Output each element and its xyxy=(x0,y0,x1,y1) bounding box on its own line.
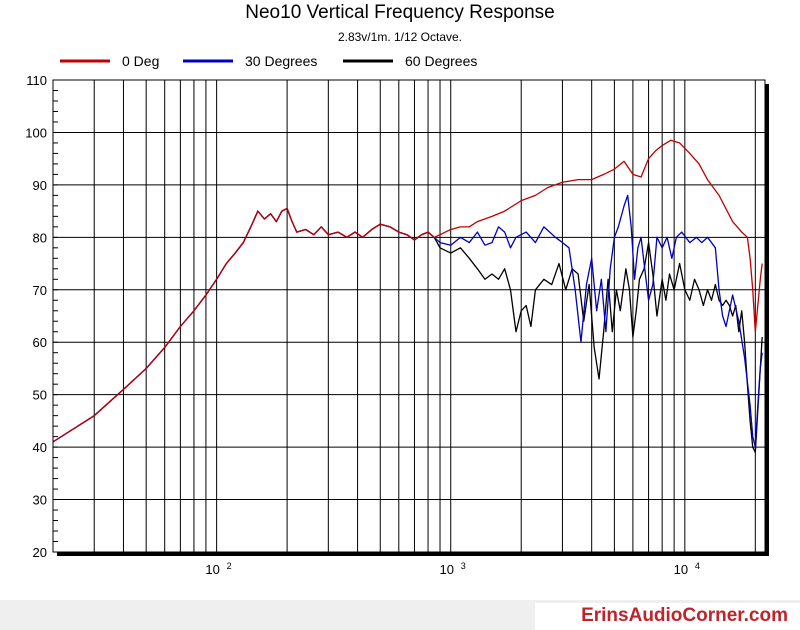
x-tick-label: 10 xyxy=(674,562,688,577)
y-tick-label: 20 xyxy=(33,545,47,560)
frequency-response-chart: 20 30 40 50 60 70 80 90 100 110 10 2 10 3 10 4 0 Deg 30 … xyxy=(25,53,769,577)
x-tick-label: 10 xyxy=(440,562,454,577)
y-tick-label: 90 xyxy=(33,178,47,193)
chart-title: Neo10 Vertical Frequency Response xyxy=(245,2,555,23)
y-tick-label: 40 xyxy=(33,440,47,455)
x-tick-exponent: 3 xyxy=(461,561,466,571)
series-layer xyxy=(52,139,763,454)
plot-frame xyxy=(52,79,766,553)
x-tick-label: 10 xyxy=(205,562,219,577)
y-tick-label: 50 xyxy=(33,388,47,403)
x-tick-exponent: 2 xyxy=(227,561,232,571)
legend: 0 Deg 30 Degrees 60 Degrees xyxy=(60,53,477,69)
y-tick-label: 60 xyxy=(33,335,47,350)
y-tick-label: 100 xyxy=(25,125,47,140)
legend-label: 60 Degrees xyxy=(405,53,477,69)
y-tick-label: 80 xyxy=(33,230,47,245)
chart-subtitle: 2.83v/1m. 1/12 Octave. xyxy=(337,30,463,44)
plot-background xyxy=(53,80,765,552)
x-tick-exponent: 4 xyxy=(695,561,700,571)
y-tick-label: 70 xyxy=(33,283,47,298)
legend-label: 30 Degrees xyxy=(245,53,317,69)
series-line-0-deg xyxy=(52,139,763,443)
y-tick-label: 110 xyxy=(26,73,47,88)
grid-lines xyxy=(52,79,765,553)
axis-ticks: 20 30 40 50 60 70 80 90 100 110 10 2 10 3 10 4 xyxy=(25,73,700,577)
legend-label: 0 Deg xyxy=(122,53,159,69)
y-tick-label: 30 xyxy=(33,493,47,508)
footer-box xyxy=(535,603,800,630)
watermark-text: ErinsAudioCorner.com xyxy=(581,605,788,626)
